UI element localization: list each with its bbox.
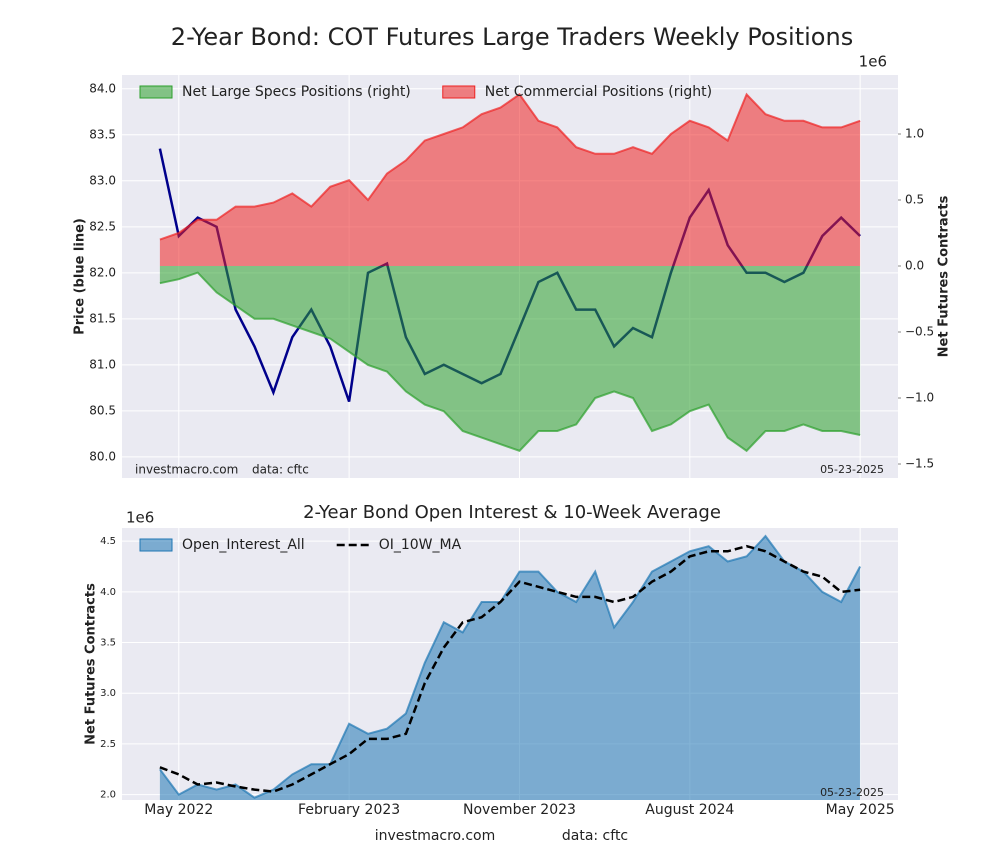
date-stamp: 05-23-2025 (820, 463, 884, 476)
y2-tick-label: 1.0 (905, 127, 924, 141)
y-tick-label: 81.0 (89, 357, 116, 371)
footer-data: data: cftc (562, 828, 628, 844)
y-tick-label: 83.5 (89, 127, 116, 141)
x-tick-label: May 2022 (144, 802, 213, 818)
footer-source: investmacro.com (375, 828, 495, 844)
area-edge (159, 92, 861, 241)
legend-label: OI_10W_MA (379, 537, 462, 553)
y2-tick-label: 0.5 (905, 193, 924, 207)
x-tick-label: May 2025 (826, 802, 895, 818)
area (159, 94, 861, 267)
y-tick-label: 80.0 (89, 449, 116, 463)
x-tick-label: February 2023 (298, 802, 400, 818)
y-offset: 1e6 (126, 509, 154, 527)
footer-source: investmacro.com (135, 463, 238, 477)
y2-axis-label: Net Futures Contracts (937, 195, 952, 357)
legend-label: Open_Interest_All (182, 537, 305, 553)
y2-tick-label: −0.5 (905, 325, 934, 339)
y-tick-label: 83.0 (89, 173, 116, 187)
area-edge (159, 271, 861, 453)
legend-swatch (139, 538, 173, 552)
area-edge (159, 534, 861, 799)
chart-title: 2-Year Bond Open Interest & 10-Week Aver… (303, 502, 721, 523)
legend-label: Net Large Specs Positions (right) (182, 84, 411, 100)
x-tick-label: November 2023 (463, 802, 576, 818)
y-axis-label: Price (blue line) (73, 218, 88, 335)
area (159, 266, 861, 451)
line (159, 544, 861, 793)
date-stamp: 05-23-2025 (820, 786, 884, 799)
y-tick-label: 4.0 (100, 587, 116, 598)
y2-tick-label: −1.0 (905, 391, 934, 405)
y-tick-label: 82.0 (89, 265, 116, 279)
x-tick-label: August 2024 (645, 802, 734, 818)
y-tick-label: 84.0 (89, 81, 116, 95)
y-tick-label: 3.5 (100, 638, 116, 649)
y-tick-label: 81.5 (89, 311, 116, 325)
y-tick-label: 80.5 (89, 403, 116, 417)
area (159, 536, 861, 800)
y2-tick-label: 0.0 (905, 259, 924, 273)
legend-swatch (139, 85, 173, 99)
y-tick-label: 2.0 (100, 790, 116, 801)
legend-swatch (442, 85, 476, 99)
y-tick-label: 4.5 (100, 536, 116, 547)
y-tick-label: 3.0 (100, 688, 116, 699)
chart-title: 2-Year Bond: COT Futures Large Traders W… (171, 23, 853, 51)
footer-data: data: cftc (252, 463, 309, 477)
legend-label: Net Commercial Positions (right) (485, 84, 712, 100)
y2-tick-label: −1.5 (905, 457, 934, 471)
y-axis-label: Net Futures Contracts (84, 583, 99, 745)
y2-offset: 1e6 (859, 53, 887, 71)
y-tick-label: 82.5 (89, 219, 116, 233)
y-tick-label: 2.5 (100, 739, 116, 750)
